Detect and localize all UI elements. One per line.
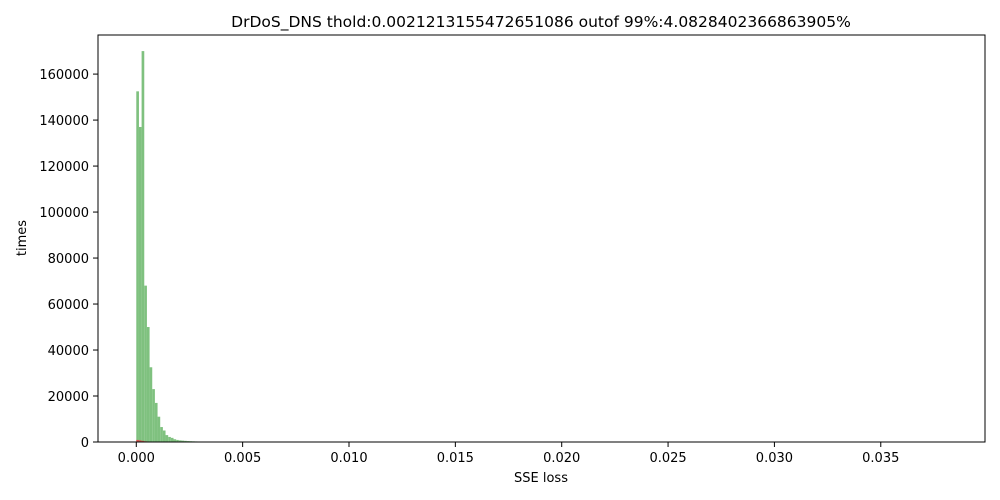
y-tick-label: 140000: [39, 114, 89, 129]
x-axis-ticks: 0.000 0.005 0.010 0.015 0.020 0.025 0.030 0.035: [118, 442, 899, 466]
y-tick-label: 100000: [39, 206, 89, 221]
x-tick-label: 0.010: [330, 451, 367, 466]
histogram-bar-0-8: [157, 416, 161, 442]
histogram-bar-0-1: [138, 126, 142, 442]
histogram-bar-0-9: [160, 427, 163, 442]
histogram-bar-0-18: [184, 440, 187, 442]
y-tick-label: 0: [81, 436, 89, 451]
histogram-bar-0-0: [136, 91, 139, 443]
histogram-bar-0-14: [173, 439, 177, 442]
histogram-bar-1-0: [136, 439, 139, 442]
histogram-bar-1-2: [141, 440, 145, 442]
x-axis-label: SSE loss: [514, 471, 568, 486]
y-tick-label: 40000: [48, 344, 89, 359]
histogram-bar-0-2: [141, 51, 145, 443]
y-axis-ticks: 0 20000 40000 60000 80000 100000 120000 140000 1…: [39, 68, 98, 451]
histogram-bar-0-17: [181, 440, 185, 442]
histogram-bar-0-3: [144, 285, 147, 442]
x-tick-label: 0.030: [756, 451, 793, 466]
y-axis-label: times: [15, 220, 30, 256]
plot-frame: [97, 34, 986, 443]
x-tick-label: 0.015: [437, 451, 474, 466]
y-tick-label: 160000: [39, 68, 89, 83]
chart-title: DrDoS_DNS thold:0.0021213155472651086 ou…: [231, 13, 851, 32]
histogram-bar-1-1: [138, 440, 142, 442]
x-tick-label: 0.025: [649, 451, 686, 466]
x-tick-label: 0.000: [118, 451, 155, 466]
histogram-bar-0-15: [176, 439, 179, 442]
histogram-bars: [136, 51, 230, 443]
histogram-bar-0-11: [165, 435, 169, 442]
x-tick-label: 0.005: [224, 451, 261, 466]
histogram-bar-0-6: [152, 389, 155, 442]
x-tick-label: 0.035: [862, 451, 899, 466]
x-tick-label: 0.020: [543, 451, 580, 466]
y-tick-label: 80000: [48, 252, 89, 267]
histogram-bar-0-16: [178, 440, 182, 442]
histogram-bar-0-4: [146, 327, 150, 442]
histogram-bar-0-10: [162, 430, 166, 442]
histogram-bar-0-5: [149, 367, 153, 442]
y-tick-label: 60000: [48, 298, 89, 313]
histogram-bar-0-13: [170, 437, 174, 442]
y-tick-label: 120000: [39, 160, 89, 175]
y-tick-label: 20000: [48, 390, 89, 405]
histogram-bar-0-12: [168, 436, 171, 442]
histogram-bar-0-7: [154, 402, 158, 442]
